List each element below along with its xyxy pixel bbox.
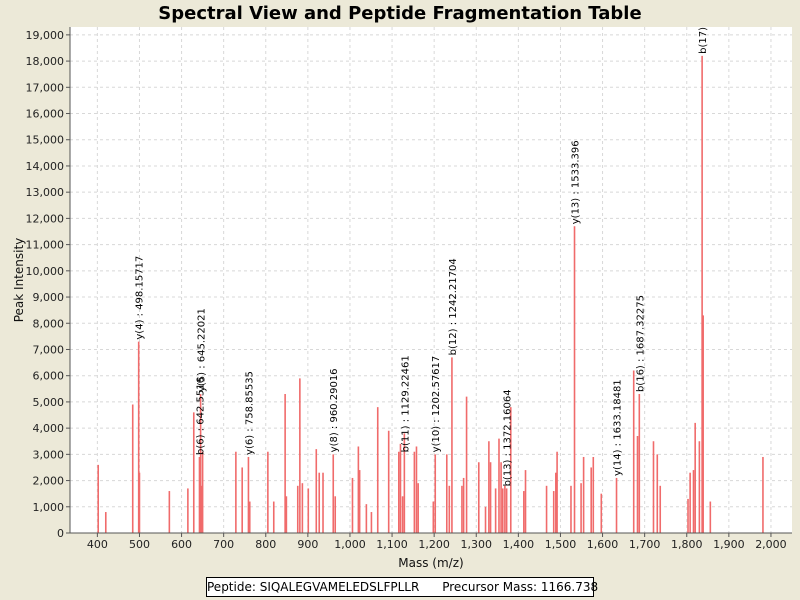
y-tick-label: 12,000: [26, 212, 65, 225]
y-axis-title: Peak Intensity: [12, 238, 26, 323]
peptide-info-box: Peptide: SIQALEGVAMELEDSLFPLLR Precursor…: [206, 577, 598, 597]
peak-annotation: y(5) : 645.22021: [197, 308, 208, 392]
y-tick-label: 13,000: [26, 186, 65, 199]
y-tick-label: 5,000: [33, 396, 65, 409]
y-tick-label: 8,000: [33, 317, 65, 330]
peak-annotation: b(16) : 1687.32275: [635, 295, 646, 392]
peak-annotation: b(11) : 1129.22461: [400, 355, 411, 452]
y-tick-label: 18,000: [26, 55, 65, 68]
x-tick-label: 700: [213, 538, 234, 551]
y-tick-label: 14,000: [26, 160, 65, 173]
x-tick-label: 900: [297, 538, 318, 551]
x-tick-label: 1,800: [671, 538, 703, 551]
x-tick-label: 2,000: [755, 538, 787, 551]
peak-annotation: y(6) : 758.85535: [244, 371, 255, 455]
y-tick-label: 15,000: [26, 134, 65, 147]
x-tick-label: 800: [255, 538, 276, 551]
chart-title: Spectral View and Peptide Fragmentation …: [158, 3, 642, 24]
peak-annotation: y(4) : 498.15717: [135, 256, 146, 340]
y-tick-label: 7,000: [33, 343, 65, 356]
axes: 400 500 600 700 800 900 1,000 1,100 1,200 1,300 1,…: [26, 27, 792, 551]
y-tick-label: 4,000: [33, 422, 65, 435]
peak-annotation: y(10) : 1202.57617: [431, 356, 442, 453]
y-tick-label: 9,000: [33, 291, 65, 304]
peak-annotation: b(6) : 642.5516: [195, 377, 206, 455]
y-tick-label: 17,000: [26, 81, 65, 94]
x-tick-label: 1,600: [587, 538, 619, 551]
peaks: [97, 55, 764, 533]
x-tick-label: 1,400: [503, 538, 535, 551]
x-tick-label: 500: [129, 538, 150, 551]
y-tick-label: 19,000: [26, 29, 65, 42]
x-tick-label: 600: [171, 538, 192, 551]
x-axis-title: Mass (m/z): [398, 556, 463, 570]
x-tick-label: 1,000: [334, 538, 366, 551]
x-tick-label: 1,100: [376, 538, 408, 551]
x-tick-label: 1,900: [713, 538, 745, 551]
precursor-mass-label: Precursor Mass: 1166.738: [442, 580, 599, 594]
y-tick-label: 11,000: [26, 239, 65, 252]
x-tick-label: 1,200: [418, 538, 450, 551]
y-tick-label: 1,000: [33, 501, 65, 514]
x-tick-label: 400: [87, 538, 108, 551]
peak-annotation: y(13) : 1533.396: [571, 140, 582, 224]
peak-annotation: y(8) : 960.29016: [329, 368, 340, 452]
y-tick-label: 16,000: [26, 108, 65, 121]
peak-annotation: b(12) : 1242.21704: [448, 258, 459, 355]
plot-area: [70, 27, 792, 533]
y-tick-label: 10,000: [26, 265, 65, 278]
x-tick-label: 1,300: [461, 538, 493, 551]
x-tick-label: 1,700: [629, 538, 661, 551]
x-tick-label: 1,500: [545, 538, 577, 551]
y-tick-label: 0: [57, 527, 64, 540]
peak-annotation: b(13) : 1372.16064: [503, 389, 514, 486]
y-tick-label: 3,000: [33, 448, 65, 461]
peak-annotation: b(17): [698, 27, 709, 54]
y-tick-label: 2,000: [33, 475, 65, 488]
y-tick-label: 6,000: [33, 370, 65, 383]
peptide-label: Peptide: SIQALEGVAMELEDSLFPLLR: [207, 580, 420, 594]
peak-annotation: y(14) : 1633.18481: [613, 379, 624, 476]
